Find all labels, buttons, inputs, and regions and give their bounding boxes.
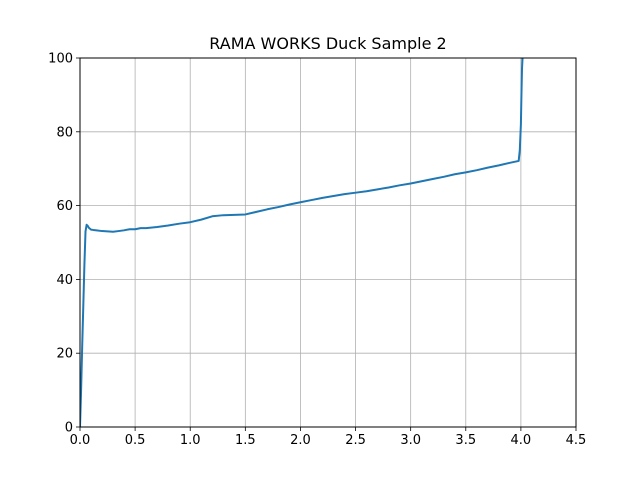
y-tick-label: 60 [56,199,73,214]
axes-frame [79,57,577,428]
series-line [80,58,524,427]
x-tick-label: 1.0 [180,433,201,448]
x-tick-label: 4.5 [566,433,587,448]
y-tick-label: 20 [56,347,73,362]
x-tick-label: 2.0 [290,433,311,448]
chart-title: RAMA WORKS Duck Sample 2 [209,34,446,53]
y-tick-label: 100 [48,52,73,67]
y-tick-label: 0 [65,421,73,436]
x-tick-label: 3.0 [400,433,421,448]
x-tick-label: 1.5 [235,433,256,448]
axis-ticks: 0.0 0.5 1.0 1.5 2.0 2.5 3.0 3.5 4.0 4.5 0 20 40 60 80 1… [48,52,586,449]
x-tick-label: 0.5 [125,433,146,448]
x-tick-label: 4.0 [511,433,532,448]
y-tick-label: 40 [56,273,73,288]
y-tick-label: 80 [56,125,73,140]
x-tick-label: 0.0 [70,433,91,448]
x-tick-label: 3.5 [455,433,476,448]
x-tick-label: 2.5 [345,433,366,448]
series-layer [80,58,524,427]
